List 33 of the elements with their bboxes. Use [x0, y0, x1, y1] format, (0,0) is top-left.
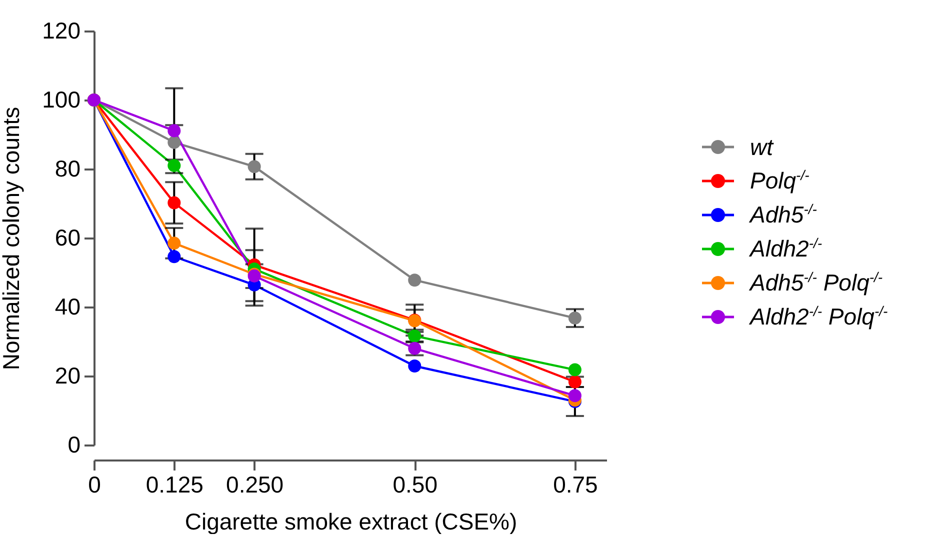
point [568, 389, 582, 402]
y-tick-label: 120 [42, 18, 80, 44]
point [408, 359, 422, 372]
legend-label: Adh5$^{-/-}$ [750, 201, 817, 229]
point [408, 274, 422, 287]
x-tick-label: 0.125 [146, 472, 204, 498]
x-tick-label: 0.50 [392, 472, 438, 498]
y-tick-label: 20 [54, 362, 80, 388]
y-tick-label: 60 [54, 224, 80, 250]
point [568, 375, 582, 388]
legend-label: Adh5$^{-/-}$ Polq$^{-/-}$ [750, 269, 883, 297]
point [168, 136, 181, 149]
legend-label: Polq$^{-/-}$ [750, 167, 810, 195]
point [248, 160, 261, 174]
legend-label: Aldh2$^{-/-}$ Polq$^{-/-}$ [750, 303, 888, 331]
point [168, 159, 181, 172]
x-tick-label: 0.75 [553, 472, 598, 498]
x-tick-label: 0 [88, 472, 101, 498]
point [168, 236, 181, 250]
y-tick-label: 80 [54, 156, 80, 182]
legend-label: wt [750, 134, 773, 160]
point [168, 124, 181, 138]
point [568, 363, 582, 376]
y-tick-label: 0 [68, 432, 80, 458]
x-axis-title: Cigarette smoke extract (CSE%) [184, 508, 518, 534]
y-tick-label: 40 [54, 294, 80, 320]
point [168, 196, 181, 210]
point [168, 250, 181, 264]
y-axis-title: Normalized colony counts [0, 106, 24, 370]
x-tick-label: 0.250 [226, 472, 284, 498]
y-tick-label: 100 [42, 86, 80, 112]
legend-label: Aldh2$^{-/-}$ [750, 235, 822, 263]
point [568, 312, 582, 325]
